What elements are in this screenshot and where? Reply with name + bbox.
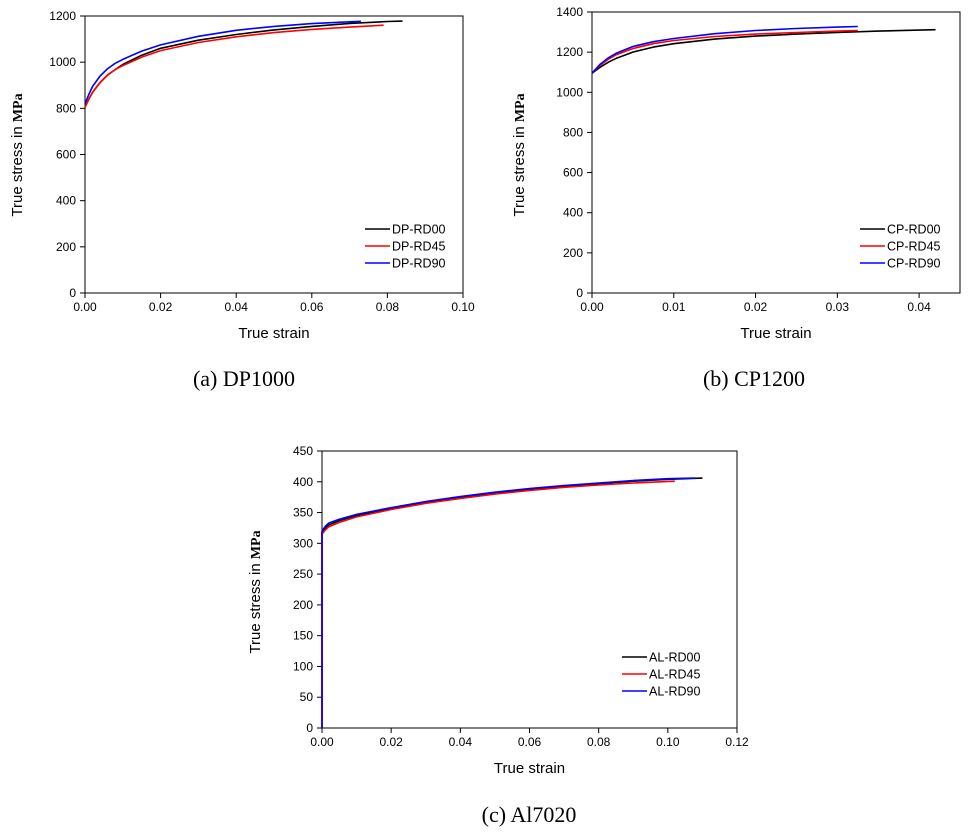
y-tick-label: 100 [293,659,313,673]
y-tick-label: 1200 [49,9,76,23]
legend-label: CP-RD90 [887,257,941,271]
series-line-DP-RD00 [84,20,403,108]
legend-label: AL-RD45 [649,668,700,682]
y-axis-unit: MPa [11,93,26,122]
y-axis-unit: MPa [249,530,264,559]
x-tick-label: 0.00 [73,300,97,314]
y-tick-label: 400 [56,194,76,208]
legend: DP-RD00 DP-RD45 DP-RD90 [365,223,446,271]
y-tick-label: 350 [293,506,313,520]
y-tick-label: 600 [56,148,76,162]
legend: AL-RD00 AL-RD45 AL-RD90 [622,651,700,699]
legend-label: CP-RD00 [887,223,941,237]
y-tick-label: 600 [563,166,583,180]
x-tick-label: 0.01 [662,300,686,314]
y-tick-label: 800 [56,101,76,115]
y-tick-label: 450 [293,444,313,458]
x-tick-label: 0.02 [379,735,403,749]
y-tick-label: 800 [563,125,583,139]
y-tick-label: 400 [563,206,583,220]
plot-frame [591,11,961,294]
y-tick-label: 400 [293,475,313,489]
legend-label: AL-RD00 [649,651,700,665]
y-tick-label: 0 [306,721,313,735]
chart-3: 0.00 0.02 0.04 0.06 0.08 0.10 0.12 0 50 100 150 200… [247,444,749,827]
chart-caption: (b) CP1200 [703,366,805,391]
y-tick-label: 200 [563,246,583,260]
y-tick-label: 0 [69,286,76,300]
y-axis-label: True stress in MPa [247,530,264,653]
y-axis-unit: MPa [513,93,528,122]
legend-label: AL-RD90 [649,685,700,699]
y-tick-label: 300 [293,536,313,550]
x-tick-label: 0.00 [310,735,334,749]
x-axis-label: True strain [494,760,565,777]
y-tick-label: 150 [293,629,313,643]
series-line-CP-RD90 [591,25,858,74]
x-tick-label: 0.02 [149,300,173,314]
y-tick-label: 1000 [556,85,583,99]
chart-1: 0.00 0.02 0.04 0.06 0.08 0.10 0 200 400 600 800 100… [9,9,475,391]
series-line-DP-RD45 [84,24,384,108]
chart-2: 0.00 0.01 0.02 0.03 0.04 0 200 400 600 800 1000 120… [511,5,961,391]
series-line-CP-RD45 [591,29,858,74]
y-tick-label: 200 [293,598,313,612]
y-axis-label: True stress in MPa [511,93,528,216]
y-tick-label: 1200 [556,45,583,59]
x-tick-label: 0.08 [587,735,611,749]
legend-label: DP-RD90 [392,257,446,271]
x-tick-label: 0.04 [449,735,473,749]
legend-label: DP-RD45 [392,240,446,254]
x-tick-label: 0.06 [300,300,324,314]
series-line-AL-RD45 [321,480,675,728]
x-tick-label: 0.04 [907,300,931,314]
series-line-CP-RD00 [591,28,936,74]
x-tick-label: 0.10 [656,735,680,749]
x-axis-label: True strain [238,325,309,342]
legend: CP-RD00 CP-RD45 CP-RD90 [860,223,941,271]
legend-label: DP-RD00 [392,223,446,237]
chart-caption: (a) DP1000 [193,366,295,391]
series-line-DP-RD90 [84,20,361,105]
x-axis-label: True strain [740,325,811,342]
chart-caption: (c) Al7020 [482,802,577,827]
y-axis-label: True stress in MPa [9,93,26,216]
x-tick-label: 0.00 [580,300,604,314]
y-tick-label: 1000 [49,55,76,69]
x-tick-label: 0.03 [826,300,850,314]
x-tick-label: 0.04 [225,300,249,314]
x-tick-label: 0.02 [744,300,768,314]
legend-label: CP-RD45 [887,240,941,254]
x-tick-label: 0.12 [725,735,749,749]
x-tick-label: 0.10 [451,300,475,314]
x-tick-label: 0.08 [376,300,400,314]
y-tick-label: 50 [300,690,314,704]
y-tick-label: 1400 [556,5,583,19]
series-line-AL-RD90 [321,477,696,728]
y-tick-label: 0 [576,286,583,300]
y-tick-label: 200 [56,240,76,254]
x-tick-label: 0.06 [518,735,542,749]
y-tick-label: 250 [293,567,313,581]
